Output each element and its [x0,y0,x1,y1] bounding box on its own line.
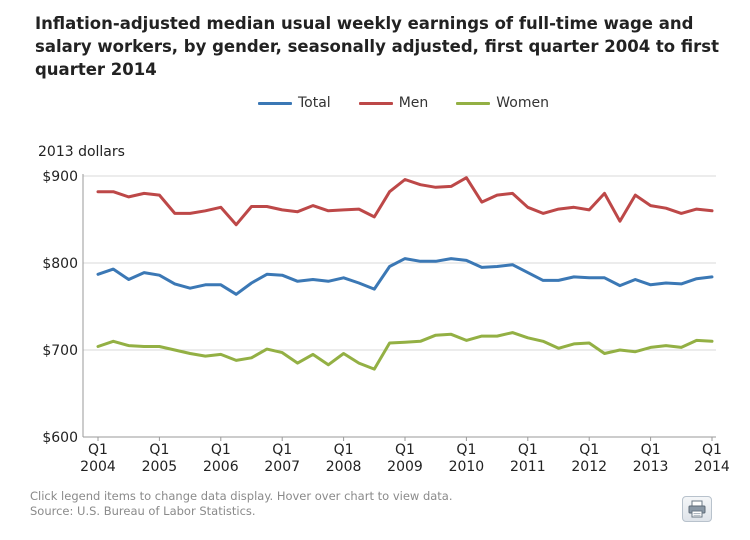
x-tick-label-quarter: Q1 [272,442,292,458]
x-tick-label-year: 2010 [449,459,485,475]
printer-icon [688,500,706,518]
legend-item-total[interactable]: Total [258,95,331,111]
y-tick-label: $900 [42,169,78,185]
chart-title: Inflation-adjusted median usual weekly e… [35,14,719,79]
legend-item-men[interactable]: Men [358,95,429,111]
x-tick-label-quarter: Q1 [149,442,169,458]
series-line-men [96,176,714,227]
legend-swatch-women [456,101,491,105]
legend-item-women[interactable]: Women [456,95,549,111]
x-tick-label-quarter: Q1 [211,442,231,458]
x-tick-label-quarter: Q1 [518,442,538,458]
x-tick-label-year: 2012 [571,459,607,475]
x-tick-label-year: 2011 [510,459,546,475]
x-tick-label-quarter: Q1 [456,442,476,458]
x-tick-label-quarter: Q1 [88,442,108,458]
y-axis-unit-label: 2013 dollars [38,144,125,160]
x-tick-label-year: 2005 [142,459,178,475]
x-tick-label-year: 2008 [326,459,362,475]
legend-swatch-total [258,101,292,105]
y-tick-label: $800 [42,256,78,272]
legend-label-total: Total [298,95,331,111]
legend-label-men: Men [398,95,429,111]
series-line-total [96,257,714,296]
y-tick-label: $700 [42,343,78,359]
x-tick-label-quarter: Q1 [641,442,661,458]
print-button[interactable] [682,496,712,522]
x-tick-label-year: 2013 [633,459,669,475]
x-tick-label-quarter: Q1 [395,442,415,458]
chart-footer: Click legend items to change data displa… [30,489,453,519]
source-note: Source: U.S. Bureau of Labor Statistics. [30,504,256,518]
y-tick-label: $600 [42,430,78,446]
x-tick-label-quarter: Q1 [334,442,354,458]
x-tick-label-year: 2014 [694,459,730,475]
x-tick-label-year: 2007 [264,459,300,475]
legend-label-women: Women [496,95,549,111]
legend-swatch-men [358,101,393,105]
x-tick-label-year: 2009 [387,459,423,475]
x-tick-label-quarter: Q1 [579,442,599,458]
chart-legend: Total Men Women [258,95,549,111]
x-tick-label-year: 2004 [80,459,116,475]
x-tick-label-year: 2006 [203,459,239,475]
series-line-women [96,331,714,371]
footer-note: Click legend items to change data displa… [30,489,453,503]
x-tick-label-quarter: Q1 [702,442,722,458]
